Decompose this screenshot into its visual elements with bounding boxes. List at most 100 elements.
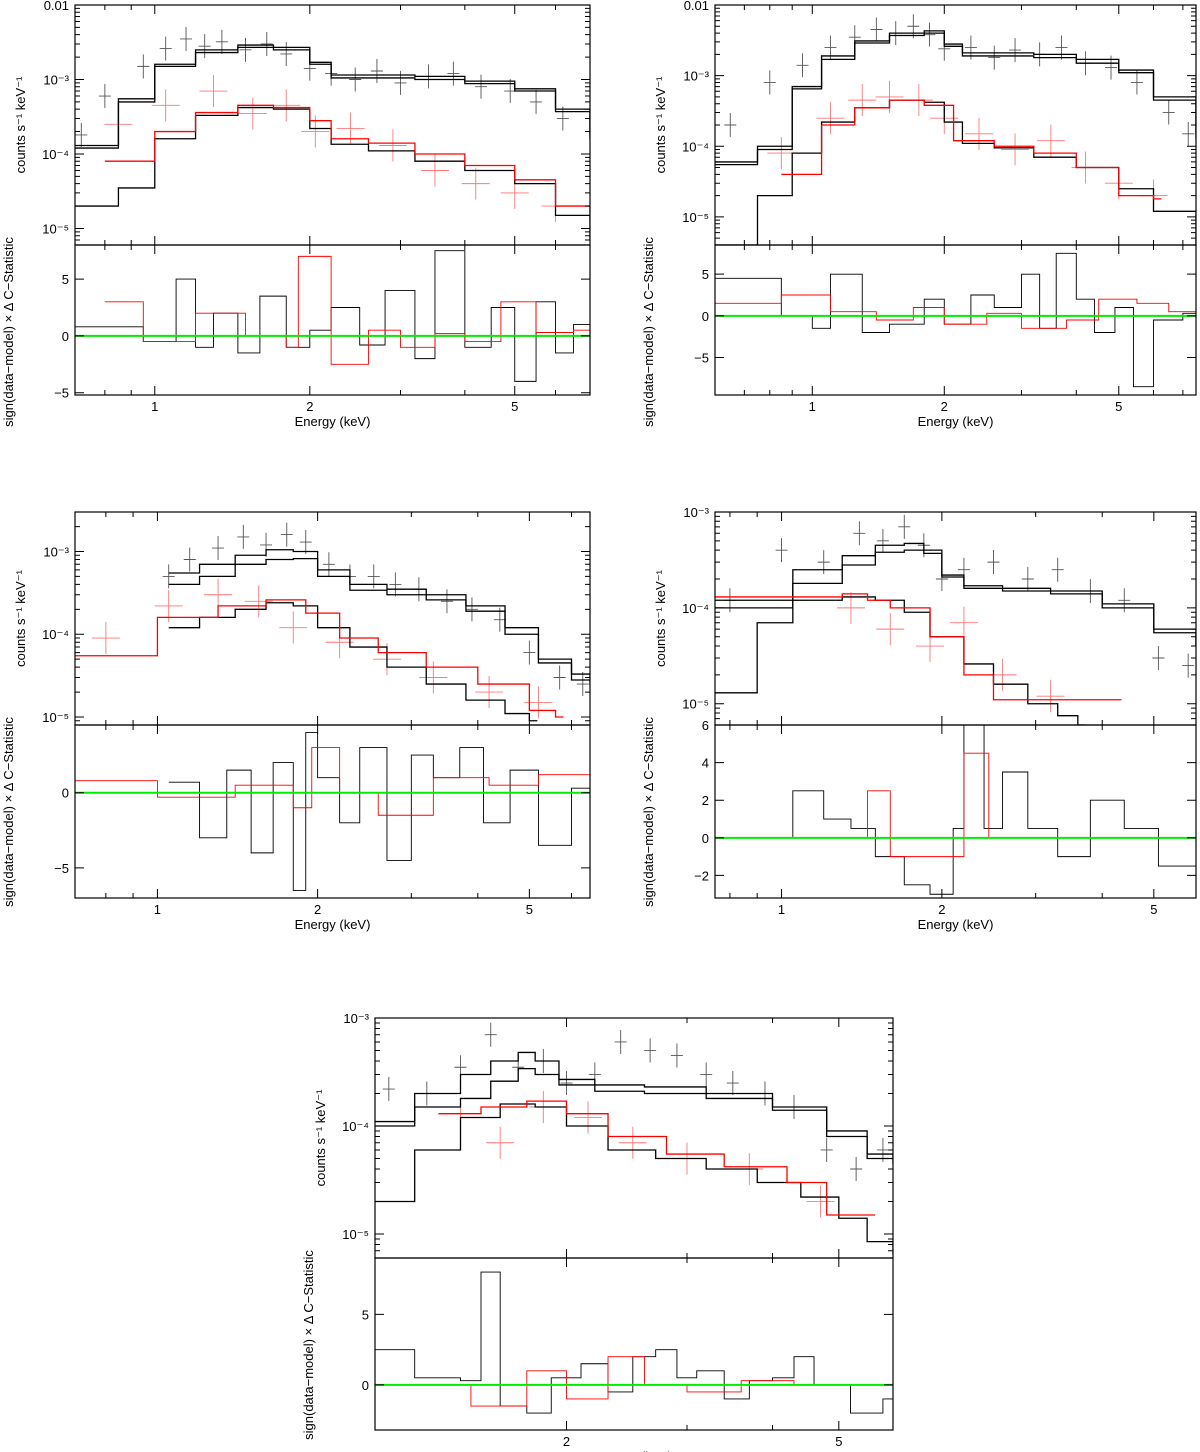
data-point (876, 613, 905, 646)
y-tick-label: 10⁻⁴ (342, 1119, 369, 1134)
model-line (168, 549, 590, 679)
residual-line (715, 252, 1196, 388)
data-point (817, 550, 830, 575)
data-point (486, 1126, 515, 1159)
model-line (715, 549, 1196, 647)
data-point (159, 36, 172, 61)
data-point (853, 521, 866, 546)
data-point (212, 536, 225, 561)
data-point (91, 622, 120, 655)
y-tick-label: 10⁻³ (683, 505, 709, 520)
data-point (336, 112, 365, 145)
data-point (238, 97, 267, 130)
model-line (75, 599, 564, 718)
model-line (375, 1051, 893, 1160)
residual-line (75, 250, 590, 382)
data-point (618, 1126, 647, 1159)
data-point (1021, 567, 1034, 592)
x-tick-label: 1 (809, 399, 816, 414)
bottom-axes-frame (74, 244, 591, 396)
residual-axis-title: sign(data−model) × Δ C−Statistic (1, 237, 16, 427)
data-point (461, 167, 490, 200)
y-tick-label: 10⁻⁵ (682, 697, 709, 712)
data-point (378, 129, 407, 162)
x-tick-label: 2 (314, 902, 321, 917)
data-point (440, 589, 453, 614)
data-point (1162, 100, 1175, 125)
data-point (151, 89, 180, 122)
x-tick-label: 2 (563, 1434, 570, 1449)
y-tick-label: 10⁻⁴ (682, 139, 709, 154)
data-point (988, 45, 1001, 70)
y-tick-label: 10⁻³ (343, 1011, 369, 1026)
data-point (553, 665, 566, 690)
data-point (484, 1022, 497, 1047)
data-point (560, 1071, 573, 1096)
y-tick-label: 10⁻³ (43, 72, 69, 87)
y-tick-label: 10⁻⁴ (42, 627, 69, 642)
data-point (1036, 124, 1065, 157)
x-tick-label: 2 (306, 399, 313, 414)
x-tick-label: 5 (1115, 399, 1122, 414)
data-point (420, 154, 449, 187)
x-axis-title: Energy (keV) (596, 1449, 672, 1452)
data-point (1009, 38, 1022, 63)
residual-line (168, 732, 590, 891)
x-axis-title: Energy (keV) (918, 917, 994, 932)
x-axis-title: Energy (keV) (918, 414, 994, 429)
data-point (923, 22, 936, 47)
top-axes-frame (374, 1017, 894, 1259)
bottom-axes-frame (714, 724, 1197, 899)
data-point (907, 14, 920, 39)
residual-axis-title: sign(data−model) × Δ C−Statistic (641, 717, 656, 907)
model-line (375, 1103, 893, 1255)
data-point (1182, 653, 1195, 678)
x-tick-label: 2 (941, 399, 948, 414)
data-point (382, 1077, 395, 1102)
data-point (322, 552, 335, 577)
residual-y-tick-label: 0 (362, 1378, 369, 1393)
x-tick-label: 1 (154, 902, 161, 917)
data-point (98, 84, 111, 109)
bottom-axes-frame (374, 1257, 894, 1431)
y-tick-label: 10⁻⁴ (42, 147, 69, 162)
model-line (715, 32, 1196, 166)
model-line (375, 1067, 893, 1165)
model-line (104, 104, 590, 221)
x-axis-title: Energy (keV) (295, 917, 371, 932)
data-point (1051, 557, 1064, 582)
x-axis-title: Energy (keV) (295, 414, 371, 429)
model-line (715, 542, 1196, 647)
residual-line (438, 1356, 893, 1407)
top-axes-frame (74, 4, 591, 246)
model-line (715, 593, 1122, 701)
x-tick-label: 5 (1150, 902, 1157, 917)
residual-y-tick-label: 0 (62, 329, 69, 344)
bottom-axes-frame (714, 244, 1197, 396)
data-point (775, 538, 788, 563)
data-point (614, 1029, 627, 1054)
data-point (1130, 70, 1143, 95)
x-tick-label: 5 (526, 902, 533, 917)
y-axis-title: counts s⁻¹ keV⁻¹ (653, 569, 668, 666)
data-point (767, 137, 796, 170)
residual-y-tick-label: 4 (702, 756, 709, 771)
data-point (573, 1101, 602, 1134)
y-axis-title: counts s⁻¹ keV⁻¹ (13, 76, 28, 173)
y-axis-title: counts s⁻¹ keV⁻¹ (313, 1089, 328, 1186)
data-point (349, 67, 362, 92)
residual-axis-title: sign(data−model) × Δ C−Statistic (1, 717, 16, 907)
bottom-axes-frame (74, 724, 591, 899)
data-point (180, 26, 193, 51)
residual-line (715, 294, 1196, 329)
residual-y-tick-label: 0 (62, 786, 69, 801)
data-point (1055, 35, 1068, 60)
data-point (850, 1157, 863, 1181)
data-point (848, 84, 877, 117)
data-point (1118, 588, 1131, 613)
model-line (75, 106, 590, 239)
data-point (1182, 121, 1195, 146)
y-tick-label: 10⁻³ (43, 544, 69, 559)
data-point (183, 547, 196, 572)
